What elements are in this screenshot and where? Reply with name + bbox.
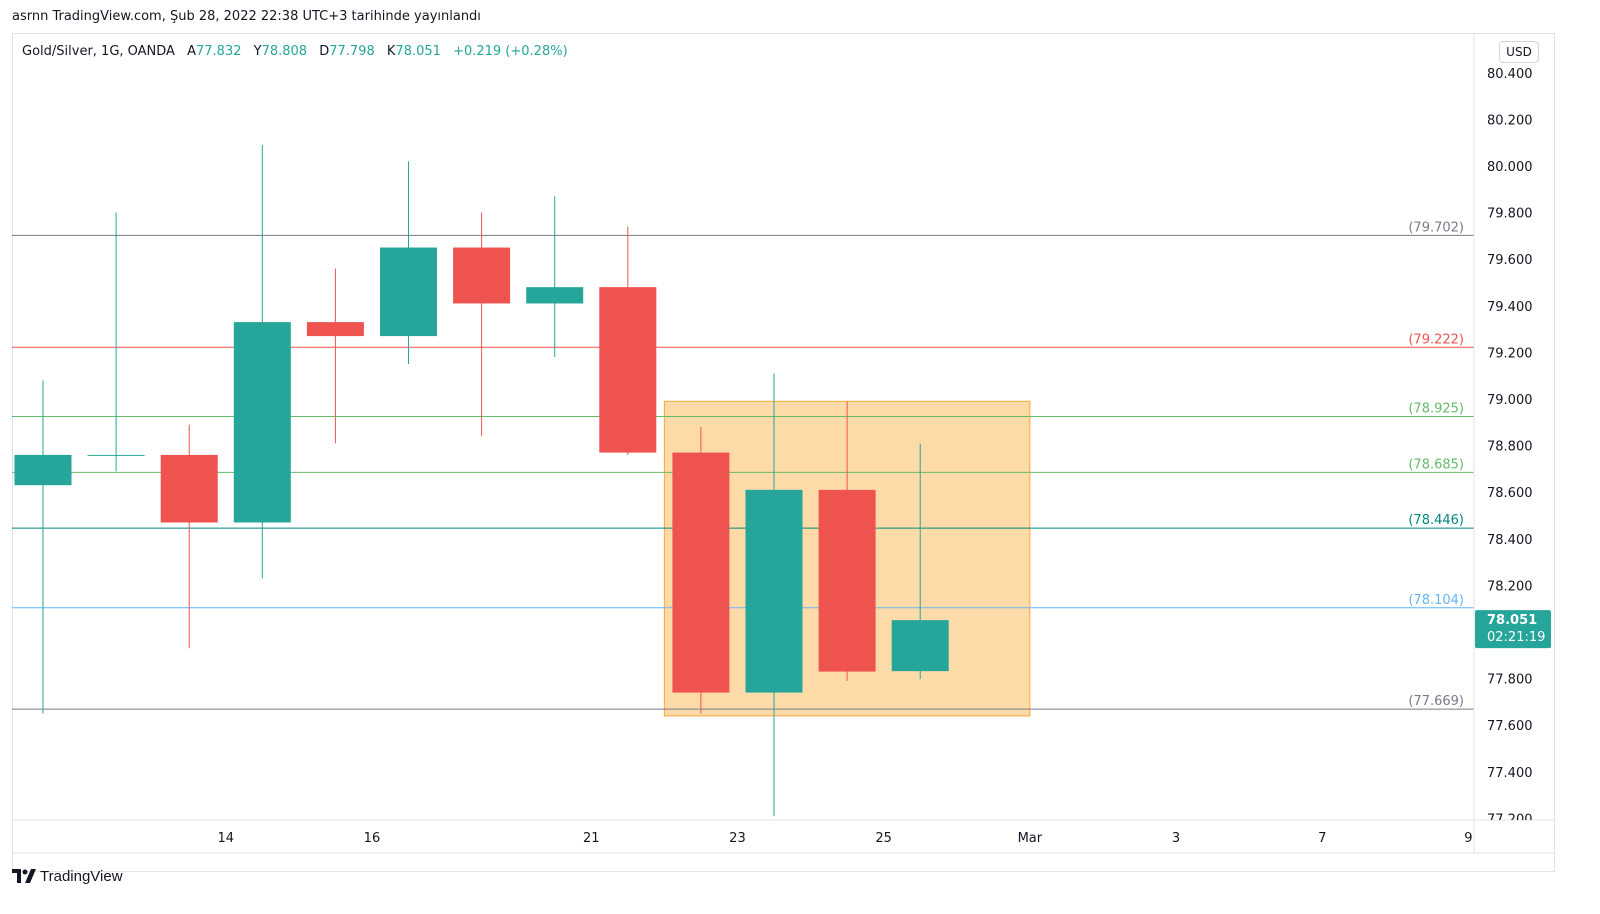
- candle-body[interactable]: [233, 322, 291, 523]
- time-tick-label: 16: [364, 831, 381, 846]
- tradingview-logo-icon: [12, 869, 36, 883]
- open-value: 77.832: [196, 44, 242, 59]
- level-label: (77.669): [1408, 694, 1464, 709]
- time-tick-label: 14: [217, 831, 234, 846]
- candle-body[interactable]: [306, 322, 364, 337]
- price-axis[interactable]: 80.400 80.200 80.000 79.800 79.600 79.400 79.2…: [1487, 67, 1533, 828]
- price-tick-label: 78.800: [1487, 440, 1533, 455]
- candle-body[interactable]: [380, 247, 437, 337]
- time-tick-label: 7: [1318, 831, 1326, 846]
- price-tick-label: 78.600: [1487, 486, 1533, 501]
- time-tick-label: 9: [1464, 831, 1472, 846]
- price-tick-label: 80.400: [1487, 67, 1533, 82]
- change-value: +0.219 (+0.28%): [453, 44, 568, 59]
- level-label: (78.925): [1408, 401, 1464, 416]
- high-label: Y: [253, 44, 262, 59]
- open-label: A: [187, 44, 196, 59]
- last-price-value: 78.051: [1487, 613, 1537, 628]
- price-tick-label: 79.200: [1487, 346, 1533, 361]
- level-label: (79.702): [1408, 220, 1464, 235]
- level-label: (78.104): [1408, 593, 1464, 608]
- brand-text: TradingView: [40, 867, 123, 885]
- price-tick-label: 79.800: [1487, 207, 1533, 222]
- price-tick-label: 78.200: [1487, 579, 1533, 594]
- price-tick-label: 79.600: [1487, 253, 1533, 268]
- low-label: D: [319, 44, 330, 59]
- price-tick-label: 77.600: [1487, 719, 1533, 734]
- time-tick-label: 23: [729, 831, 746, 846]
- close-label: K: [386, 44, 396, 59]
- candle-body[interactable]: [818, 489, 876, 672]
- low-value: 77.798: [329, 44, 375, 59]
- price-tick-label: 77.400: [1487, 766, 1533, 781]
- countdown-timer: 02:21:19: [1487, 630, 1545, 645]
- chart-legend: Gold/Silver, 1G, OANDA A77.832 Y78.808 D…: [22, 44, 568, 59]
- footer-brand[interactable]: TradingView: [12, 866, 123, 886]
- time-tick-label: Mar: [1018, 831, 1043, 846]
- level-label: (79.222): [1408, 332, 1464, 347]
- time-tick-label: 25: [875, 831, 892, 846]
- candle-body[interactable]: [599, 287, 657, 453]
- candle-body[interactable]: [160, 454, 218, 523]
- currency-button[interactable]: USD: [1499, 41, 1539, 63]
- candle-body[interactable]: [526, 287, 584, 304]
- price-tick-label: 78.400: [1487, 533, 1533, 548]
- symbol-label[interactable]: Gold/Silver, 1G, OANDA: [22, 44, 175, 59]
- high-value: 78.808: [261, 44, 308, 59]
- price-tick-label: 77.800: [1487, 673, 1533, 688]
- time-tick-label: 3: [1172, 831, 1180, 846]
- close-value: 78.051: [395, 44, 441, 59]
- level-label: (78.685): [1408, 457, 1464, 472]
- candle-body[interactable]: [14, 454, 72, 486]
- candle-body[interactable]: [672, 452, 730, 693]
- last-price-badge: [1475, 610, 1551, 649]
- price-tick-label: 80.200: [1487, 113, 1533, 128]
- candle-body[interactable]: [87, 454, 145, 456]
- candle-body[interactable]: [745, 489, 803, 693]
- price-tick-label: 79.000: [1487, 393, 1533, 408]
- candle-body[interactable]: [453, 247, 511, 304]
- chart-frame: [12, 33, 1555, 872]
- candle-body[interactable]: [891, 620, 949, 672]
- published-info: asrnn TradingView.com, Şub 28, 2022 22:3…: [12, 9, 481, 24]
- price-tick-label: 79.400: [1487, 300, 1533, 315]
- price-tick-label: 80.000: [1487, 160, 1533, 175]
- time-tick-label: 21: [583, 831, 600, 846]
- price-tick-label: 77.200: [1487, 812, 1533, 827]
- level-label: (78.446): [1408, 513, 1464, 528]
